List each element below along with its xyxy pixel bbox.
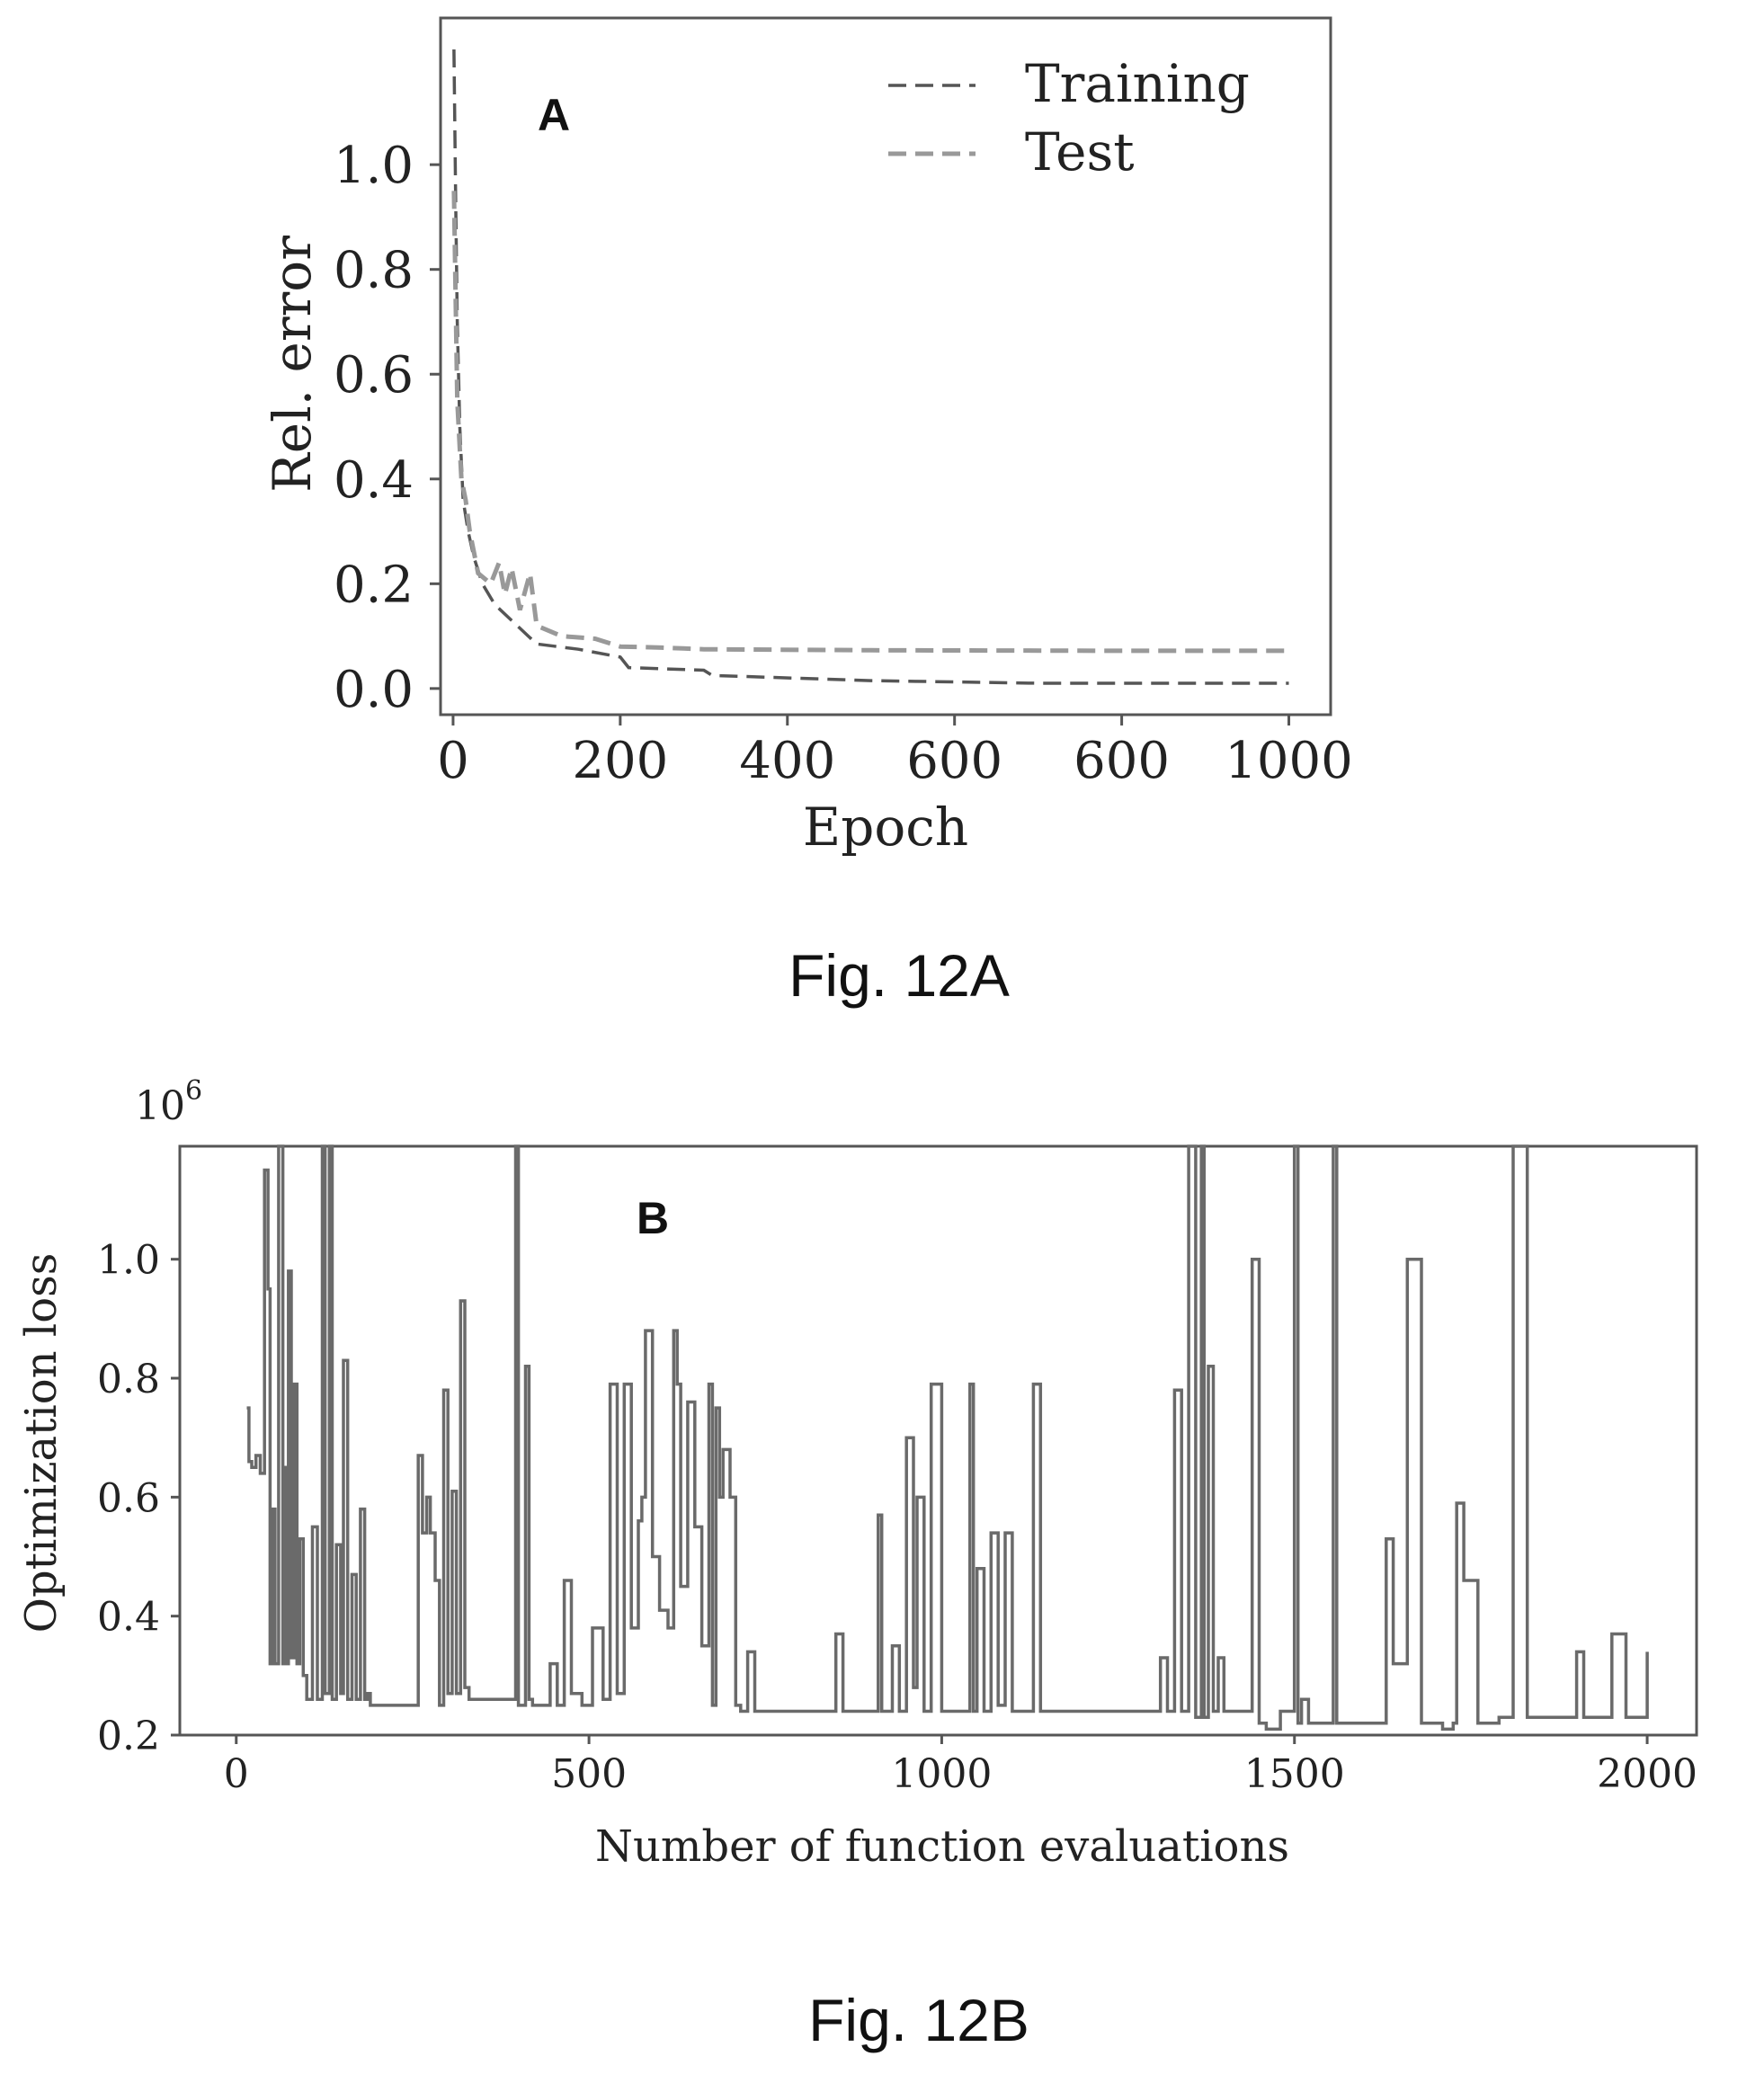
chart-b-x-tick-label: 0: [224, 1751, 249, 1797]
chart-b-loss-line: [246, 1144, 1649, 1731]
chart-b-panel-label: B: [637, 1193, 669, 1243]
chart-b-plot-frame: [178, 1144, 1698, 1737]
chart-a-x-axis-label: Epoch: [803, 797, 968, 858]
chart-b-y-tick-label: 0.6: [97, 1475, 160, 1521]
chart-b-x-tick-label: 1500: [1244, 1751, 1345, 1797]
figure-b-caption: Fig. 12B: [808, 1987, 1029, 2053]
chart-a-panel-label: A: [538, 90, 570, 140]
chart-a-y-tick-label: 0.8: [334, 242, 414, 300]
chart-a-series-group: [451, 49, 1289, 685]
chart-a-y-tick-label: 0.2: [334, 556, 414, 614]
chart-a-legend: Training Test: [888, 53, 1250, 182]
chart-b-scale-base: 10: [135, 1083, 185, 1129]
chart-a-x-ticks: 0 200 400 600 600 1000: [437, 715, 1353, 790]
chart-b-x-tick-label: 1000: [891, 1751, 992, 1797]
chart-a-y-tick-label: 0.4: [334, 451, 414, 510]
chart-a-x-tick-label: 0: [437, 732, 469, 790]
chart-a-x-tick-label: 200: [572, 732, 668, 790]
chart-a-x-tick-label: 1000: [1225, 732, 1353, 790]
chart-b-x-axis-label: Number of function evaluations: [595, 1821, 1289, 1872]
chart-a-plot-frame: [439, 16, 1332, 717]
chart-b-x-tick-label: 500: [551, 1751, 627, 1797]
chart-a-y-tick-label: 0.6: [334, 346, 414, 405]
chart-b-y-axis-label: Optimization loss: [16, 1253, 67, 1633]
chart-b-x-ticks: 0 500 1000 1500 2000: [224, 1735, 1697, 1797]
chart-a-series-training-line: [452, 49, 1289, 685]
chart-a-x-tick-label: 600: [906, 732, 1002, 790]
chart-b-y-ticks: 0.2 0.4 0.6 0.8 1.0: [97, 1238, 180, 1759]
chart-a-x-tick-label: 400: [739, 732, 835, 790]
chart-a: 0 200 400 600 600 1000 0.0 0.2 0.4 0.6 0.8 1.0 Tra…: [262, 16, 1353, 858]
figure-a-caption: Fig. 12A: [788, 942, 1010, 1009]
chart-b-scale-factor: 106: [135, 1075, 202, 1129]
chart-a-series-test-line: [451, 191, 1289, 654]
chart-b-y-tick-label: 0.2: [97, 1713, 160, 1759]
chart-a-y-axis-label: Rel. error: [262, 236, 323, 493]
chart-b-x-tick-label: 2000: [1597, 1751, 1697, 1797]
chart-a-legend-label-test: Test: [1025, 121, 1135, 182]
chart-a-y-tick-label: 1.0: [334, 137, 414, 195]
chart-b-y-tick-label: 0.4: [97, 1595, 160, 1641]
chart-b-y-tick-label: 0.8: [97, 1357, 160, 1402]
chart-a-y-ticks: 0.0 0.2 0.4 0.6 0.8 1.0: [334, 137, 441, 719]
chart-a-legend-label-training: Training: [1025, 53, 1250, 114]
chart-b: 0 500 1000 1500 2000 0.2 0.4 0.6 0.8 1.0 B 106 N…: [16, 1075, 1698, 1872]
chart-a-x-tick-label: 600: [1074, 732, 1170, 790]
chart-b-series-group: [246, 1144, 1649, 1731]
chart-b-scale-exponent: 6: [185, 1075, 202, 1107]
chart-a-y-tick-label: 0.0: [334, 661, 414, 719]
chart-b-y-tick-label: 1.0: [97, 1238, 160, 1284]
